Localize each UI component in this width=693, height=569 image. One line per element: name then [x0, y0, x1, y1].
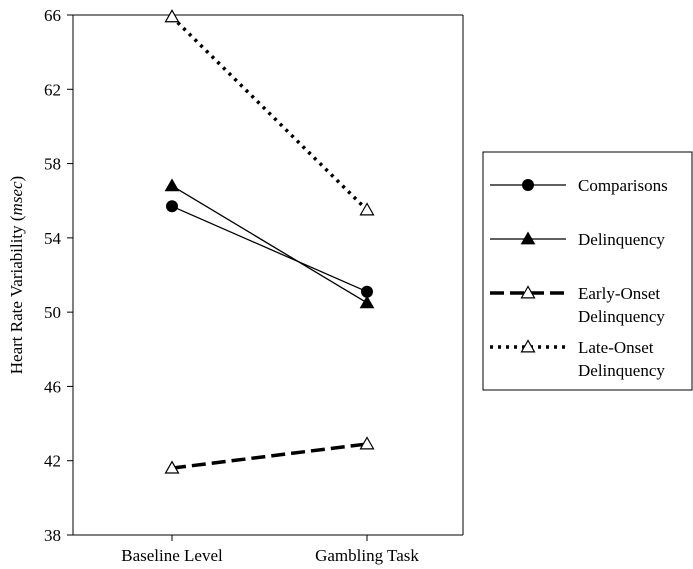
y-axis-title-close: ): [7, 176, 26, 182]
legend-marker: [520, 285, 536, 299]
legend-item: Delinquency: [490, 230, 665, 249]
y-axis-title-plain: Heart Rate Variability (: [7, 215, 26, 374]
data-point: [166, 200, 178, 213]
x-tick-label: Baseline Level: [121, 546, 223, 565]
data-point: [359, 295, 375, 309]
series-2: [164, 178, 375, 309]
y-tick-label: 42: [44, 452, 61, 471]
series-line: [170, 15, 369, 212]
data-point: [359, 436, 375, 450]
y-tick-label: 50: [44, 303, 61, 322]
legend-marker: [522, 179, 534, 191]
data-point: [359, 202, 375, 216]
series-1: [166, 200, 373, 298]
y-axis-title-unit: msec: [7, 181, 26, 215]
legend-item: Early-Onset Delinquency: [490, 284, 665, 326]
legend: Comparisons Delinquency Early-Onset Delinqu…: [482, 151, 693, 391]
series-4: [164, 9, 375, 216]
series-3: [164, 436, 375, 474]
legend-label: Delinquency: [578, 361, 665, 380]
y-tick-label: 66: [44, 6, 61, 25]
y-axis-title: Heart Rate Variability (msec): [7, 176, 26, 374]
data-point: [164, 460, 180, 474]
y-axis-ticks: 38 42 46 50 54 58 62 66: [44, 6, 73, 545]
legend-marker: [520, 231, 536, 245]
y-tick-label: 58: [44, 155, 61, 174]
series-line: [171, 185, 368, 304]
legend-box: [482, 151, 693, 391]
data-point: [164, 9, 180, 23]
legend-label: Delinquency: [578, 230, 665, 249]
data-point: [164, 178, 180, 192]
legend-marker: [520, 339, 536, 353]
y-tick-label: 54: [44, 229, 62, 248]
x-axis-ticks: Baseline Level Gambling Task: [121, 535, 419, 565]
legend-label: Late-Onset: [578, 338, 654, 357]
legend-label: Delinquency: [578, 307, 665, 326]
series-line: [171, 442, 368, 470]
legend-items: Comparisons Delinquency Early-Onset Delinqu…: [490, 176, 668, 380]
legend-item: Comparisons: [490, 176, 668, 195]
data-point: [361, 285, 373, 298]
y-tick-label: 38: [44, 526, 61, 545]
series-line: [171, 205, 368, 293]
x-tick-label: Gambling Task: [315, 546, 419, 565]
legend-label: Comparisons: [578, 176, 668, 195]
y-tick-label: 62: [44, 80, 61, 99]
y-tick-label: 46: [44, 377, 61, 396]
legend-label: Early-Onset: [578, 284, 660, 303]
series-layer: [164, 9, 375, 474]
legend-item: Late-Onset Delinquency: [490, 338, 665, 380]
